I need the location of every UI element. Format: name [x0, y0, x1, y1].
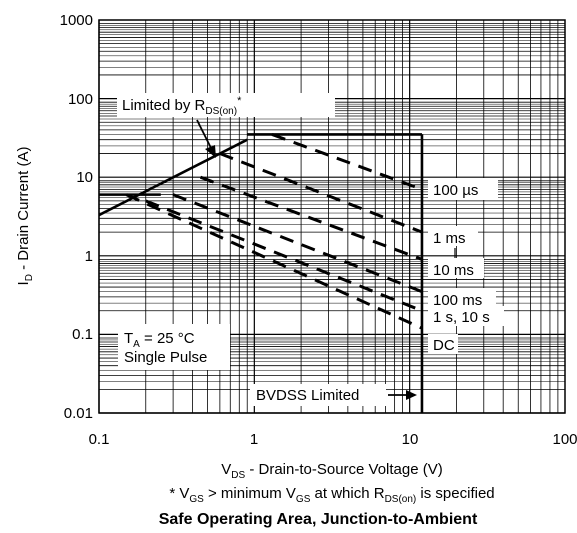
x-tick-label: 0.1	[89, 431, 110, 448]
label-10ms: 10 ms	[433, 262, 474, 279]
y-tick-label: 1	[85, 248, 93, 265]
label-box-1s	[428, 306, 504, 326]
bvdss-label: BVDSS Limited	[256, 387, 359, 404]
label-1ms: 1 ms	[433, 230, 466, 247]
series-line-limited-by-rds-on	[98, 138, 248, 217]
series-line-10-ms	[199, 175, 423, 261]
y-tick-label: 0.1	[72, 326, 93, 343]
rdson-label: Limited by RDS(on)*	[122, 95, 242, 117]
grid-lines	[98, 20, 565, 414]
rdson-label-box	[117, 93, 335, 117]
y-tick-label: 10	[76, 169, 93, 186]
series-line-1-s-10-s	[145, 199, 423, 313]
label-100ms: 100 ms	[433, 292, 482, 309]
condition-pulse: Single Pulse	[124, 349, 207, 366]
rdson-arrowhead	[205, 145, 216, 158]
series-line-100-s	[271, 133, 423, 191]
label-dc: DC	[433, 337, 455, 354]
x-tick-label: 10	[402, 431, 419, 448]
plot-frame	[98, 19, 566, 414]
footnote: * VGS > minimum VGS at which RDS(on) is …	[169, 485, 494, 505]
label-1s-10s: 1 s, 10 s	[433, 309, 490, 326]
bvdss-label-box	[250, 384, 386, 406]
label-box-100ms	[428, 288, 496, 308]
series-line-1-ms	[219, 152, 423, 234]
label-100us: 100 µs	[433, 182, 478, 199]
x-tick-label: 1	[250, 431, 258, 448]
y-tick-labels: 0.01 0.1 1 10 100 1000	[60, 12, 93, 422]
y-axis-title: ID - Drain Current (A)	[15, 147, 35, 286]
series-line-dc	[125, 193, 423, 330]
condition-ta: TA = 25 °C	[124, 330, 195, 350]
series-lines	[98, 133, 424, 413]
y-tick-label: 100	[68, 91, 93, 108]
x-axis-title: VDS - Drain-to-Source Voltage (V)	[221, 461, 443, 481]
label-box-1ms	[428, 226, 478, 246]
chart-title: Safe Operating Area, Junction-to-Ambient	[159, 511, 478, 528]
bvdss-arrowhead	[406, 390, 417, 400]
x-tick-label: 100	[552, 431, 577, 448]
series-line-100-ms	[172, 193, 423, 294]
label-box-100us	[428, 178, 498, 200]
rdson-arrow	[196, 119, 213, 151]
label-box-dc	[428, 334, 458, 354]
y-tick-label: 1000	[60, 12, 93, 29]
x-tick-labels: 0.1 1 10 100	[89, 431, 577, 448]
y-tick-label: 0.01	[64, 405, 93, 422]
label-box-10ms	[428, 258, 484, 278]
conditions-box	[118, 324, 230, 370]
